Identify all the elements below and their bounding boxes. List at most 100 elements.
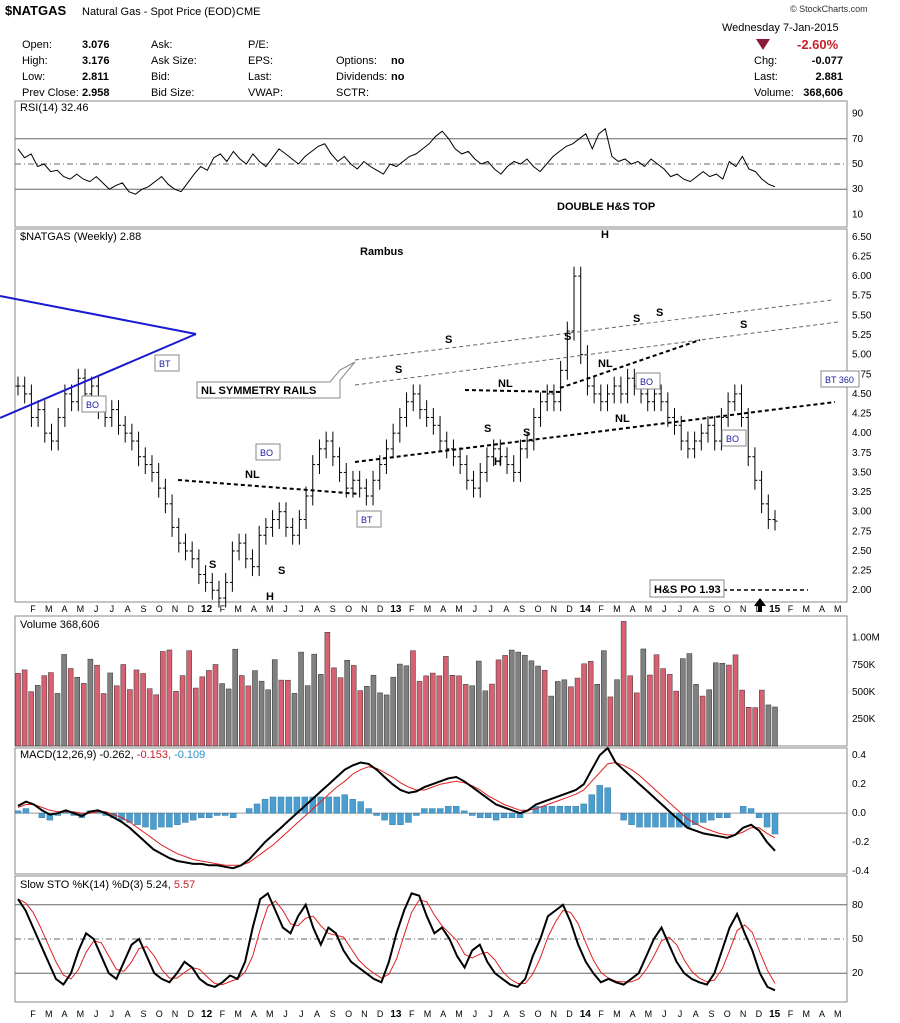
callout-label: BT [159, 359, 171, 369]
macd-hist-bar [174, 812, 181, 825]
month-label: S [709, 604, 715, 614]
macd-hist-bar [166, 812, 173, 828]
volume-bar [232, 648, 238, 747]
volume-bar [225, 688, 232, 747]
volume-bar [206, 670, 212, 747]
month-label: J [678, 1009, 683, 1019]
macd-hist-bar [564, 806, 572, 814]
price-tick: 4.25 [852, 409, 872, 420]
pattern-label: S [740, 319, 747, 331]
volume-bar [15, 673, 21, 747]
macd-hist-bar [604, 787, 611, 814]
volume-bar [686, 653, 693, 747]
macd-hist-bar [341, 794, 348, 814]
volume-bar [285, 679, 291, 747]
volume-bar [28, 691, 34, 747]
month-label: J [283, 604, 288, 614]
description: Natural Gas - Spot Price (EOD) [82, 6, 235, 18]
month-label: F [409, 1009, 415, 1019]
header-field-label: Ask: [151, 39, 172, 51]
header-field-value: 2.881 [815, 71, 843, 83]
month-label: J [488, 604, 493, 614]
volume-bar [67, 668, 74, 747]
header-field-value: no [391, 71, 405, 83]
price-tick: 3.00 [852, 507, 872, 518]
callout-label: BO [86, 400, 99, 410]
volume-bar [469, 685, 475, 747]
x-axis-months-bottom: F M A M J J A S O N D 12 F M A M J J A S O N D 13 F M A M J J A S O N D 14 F… [30, 1009, 841, 1020]
down-triangle-icon [756, 39, 770, 50]
volume-bar [443, 656, 449, 747]
rsi-title: RSI(14) 32.46 [20, 102, 88, 114]
month-label: M [645, 604, 653, 614]
callout-label: BO [726, 434, 739, 444]
macd-hist-bar [461, 810, 468, 814]
volume-bar [383, 694, 390, 747]
price-tick: 6.50 [852, 232, 872, 243]
month-label: J [473, 604, 478, 614]
month-label: M [834, 1009, 842, 1019]
month-label: M [234, 1009, 242, 1019]
month-label: N [740, 604, 747, 614]
month-label: S [330, 1009, 336, 1019]
header-field-value: no [391, 55, 405, 67]
header-field-label: Options: [336, 55, 377, 67]
volume-bar [252, 670, 258, 747]
volume-bar [456, 675, 462, 747]
macd-signal-value: -0.153, [137, 749, 171, 761]
month-label: N [172, 604, 179, 614]
month-label: A [125, 604, 131, 614]
price-tick: 5.00 [852, 350, 872, 361]
macd-hist-bar [158, 812, 165, 828]
month-label: N [172, 1009, 179, 1019]
sto-title: Slow STO %K(14) %D(3) 5.24, [20, 879, 171, 891]
header-field-label: SCTR: [336, 87, 369, 99]
macd-hist-bar [198, 812, 205, 819]
price-tick: 3.25 [852, 487, 872, 498]
month-label: S [140, 1009, 146, 1019]
volume-bar [350, 665, 357, 747]
volume-bar [601, 650, 607, 747]
change-pct: -2.60% [797, 37, 839, 52]
price-tick: 2.50 [852, 546, 872, 557]
macd-hist-bar [492, 812, 500, 821]
volume-bar [34, 685, 41, 747]
month-label: S [330, 604, 336, 614]
sto-k-line [17, 891, 776, 992]
volume-bar [568, 686, 574, 747]
volume-bar [640, 648, 647, 747]
macd-hist-bar [660, 812, 667, 828]
up-arrow-icon [754, 598, 766, 612]
rsi-tick: 50 [852, 159, 864, 170]
month-label: 14 [580, 1009, 592, 1020]
date: Wednesday 7-Jan-2015 [722, 22, 839, 34]
volume-bar [199, 676, 206, 747]
macd-hist-bar [389, 812, 396, 825]
macd-hist-bar [747, 808, 755, 814]
macd-hist-bar [357, 801, 364, 814]
macd-hist-bar [508, 812, 516, 819]
volume-bar [390, 676, 396, 747]
volume-bar [48, 672, 54, 747]
month-label: O [156, 1009, 163, 1019]
volume-bar [647, 674, 653, 747]
month-label: S [519, 604, 525, 614]
volume-bar [449, 675, 456, 747]
volume-bar [745, 707, 752, 747]
macd-hist-bar [723, 812, 731, 819]
month-label: F [30, 604, 36, 614]
volume-bar [489, 683, 495, 747]
volume-bar [699, 695, 706, 747]
month-label: A [251, 1009, 257, 1019]
chart-header: $NATGAS Natural Gas - Spot Price (EOD) C… [5, 3, 868, 99]
month-label: A [440, 1009, 446, 1019]
pattern-label: S [395, 364, 402, 376]
month-label: F [30, 1009, 36, 1019]
volume-bar [219, 683, 225, 747]
month-label: D [188, 1009, 195, 1019]
month-label: D [377, 604, 384, 614]
price-tick: 2.25 [852, 566, 872, 577]
header-field-label: Last: [754, 71, 778, 83]
volume-tick: 1.00M [852, 633, 880, 644]
volume-bar [634, 692, 640, 747]
